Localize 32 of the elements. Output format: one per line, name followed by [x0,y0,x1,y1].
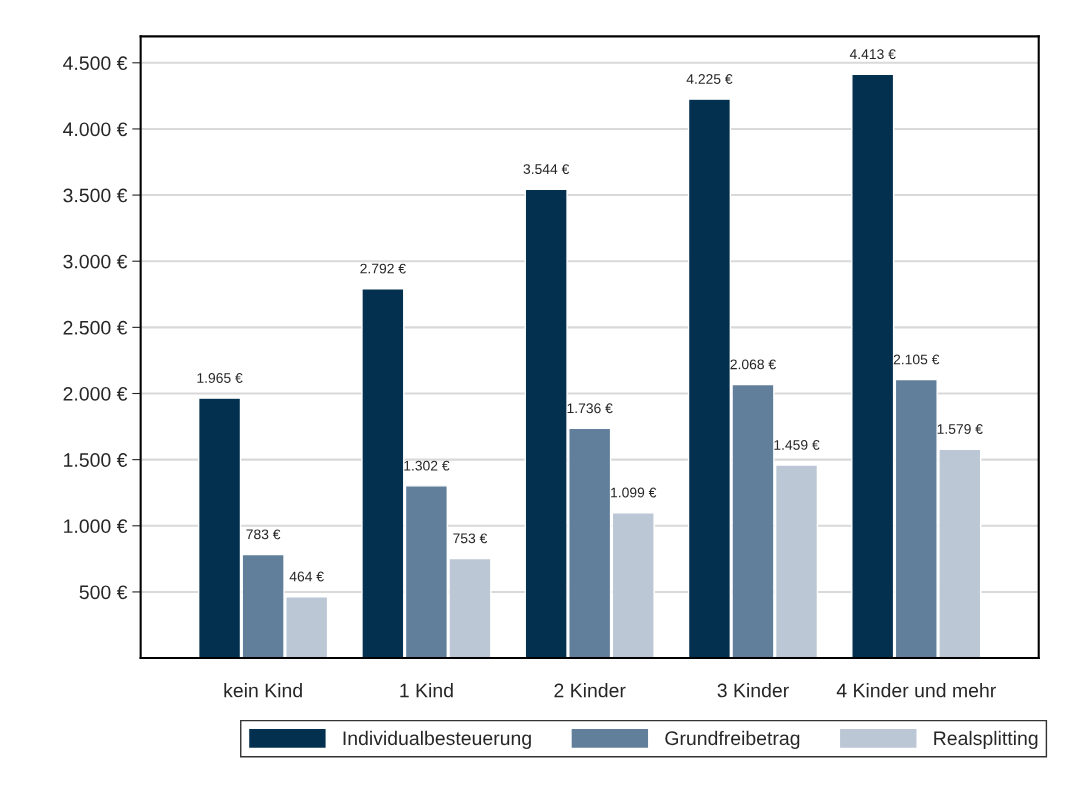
y-tick-label: 3.000 € [63,254,128,269]
legend-label: Realsplitting [934,730,1038,749]
y-tick-label: 2.000 € [63,386,128,401]
data-label: 2.105 € [893,354,940,365]
y-tick-label: 1.500 € [64,453,128,467]
data-label: 2.068 € [730,359,776,370]
x-tick-label: 3 Kinder [717,683,789,698]
legend-label: Individualbesteuerung [343,730,531,749]
y-tick-label: 4.500 € [63,56,128,71]
data-label: 4.413 € [849,49,896,60]
legend-label: Grundfreibetrag [665,730,800,749]
data-label: 464 € [289,571,324,582]
data-label: 1.302 € [404,460,450,471]
y-tick-label: 4.000 € [63,122,128,137]
data-label: 4.225 € [686,74,733,84]
y-tick-label: 3.500 € [63,188,128,203]
data-label: 1.736 € [567,403,613,414]
x-tick-label: 4 Kinder und mehr [836,683,996,698]
y-tick-label: 2.500 € [63,320,128,335]
x-tick-label: 1 Kind [400,683,453,698]
data-label: 753 € [453,533,488,544]
data-label: 3.544 € [523,164,570,175]
x-tick-label: 2 Kinder [554,683,626,698]
data-label: 1.099 € [611,487,657,498]
x-tick-label: kein Kind [224,683,302,698]
data-label: 1.579 € [937,424,983,434]
y-tick-label: 1.000 € [64,519,128,534]
y-tick-label: 500 € [79,585,128,600]
data-label: 2.792 € [360,263,406,274]
data-label: 1.965 € [197,373,243,383]
data-label: 1.459 € [774,439,820,450]
data-label: 783 € [246,529,281,540]
